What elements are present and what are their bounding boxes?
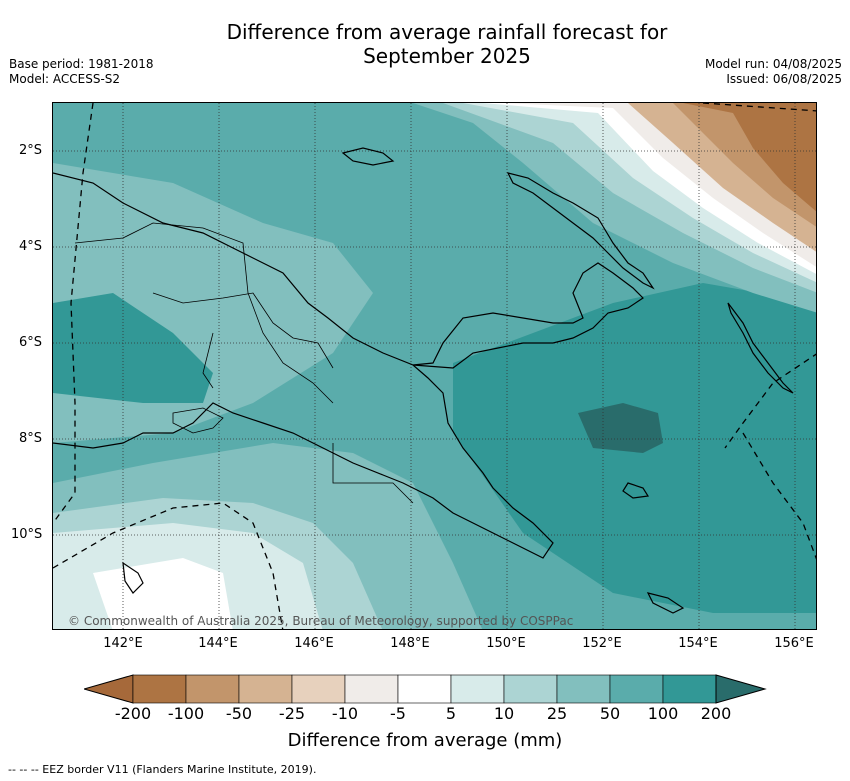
- eez-borders: [53, 103, 816, 629]
- colorbar-segment: [291, 674, 346, 704]
- colorbar-tick: -5: [390, 704, 406, 723]
- colorbar-tick: 10: [493, 704, 515, 723]
- contour-100-west: [53, 293, 213, 403]
- colorbar-tick: -25: [278, 704, 306, 723]
- meta-left: Base period: 1981-2018 Model: ACCESS-S2: [9, 57, 154, 87]
- title-line-2: September 2025: [363, 44, 531, 68]
- colorbar-tick: 5: [445, 704, 457, 723]
- colorbar-segment: [503, 674, 558, 704]
- map-title: Difference from average rainfall forecas…: [0, 20, 850, 68]
- lon-label-142e: 142°E: [103, 636, 143, 651]
- colorbar-segment: [450, 674, 505, 704]
- colorbar-title: Difference from average (mm): [287, 730, 563, 751]
- colorbar-tick: -200: [114, 704, 152, 723]
- graticule: [53, 103, 816, 629]
- contour-200-east: [578, 403, 663, 453]
- lon-label-148e: 148°E: [390, 636, 430, 651]
- lon-label-152e: 152°E: [582, 636, 622, 651]
- colorbar-tick: 200: [700, 704, 732, 723]
- model-name: Model: ACCESS-S2: [9, 72, 121, 86]
- lon-label-146e: 146°E: [294, 636, 334, 651]
- colorbar-tick: -100: [167, 704, 205, 723]
- colorbar-segment: [344, 674, 399, 704]
- colorbar-arrow-high: [715, 674, 767, 704]
- colorbar-segment: [238, 674, 293, 704]
- colorbar-segment: [397, 674, 452, 704]
- map-canvas: [53, 103, 816, 629]
- lat-label-4s: 4°S: [19, 239, 43, 254]
- issued-date: Issued: 06/08/2025: [726, 72, 842, 86]
- meta-right: Model run: 04/08/2025 Issued: 06/08/2025: [705, 57, 842, 87]
- colorbar-tick: 100: [647, 704, 679, 723]
- colorbar-tick: 25: [546, 704, 568, 723]
- colorbar-segment: [662, 674, 717, 704]
- colorbar-arrow-low: [84, 674, 134, 704]
- lat-label-2s: 2°S: [19, 143, 43, 158]
- colorbar: [84, 674, 767, 704]
- lon-label-150e: 150°E: [486, 636, 526, 651]
- base-period: Base period: 1981-2018: [9, 57, 154, 71]
- lat-label-6s: 6°S: [19, 335, 43, 350]
- colorbar-segment: [609, 674, 664, 704]
- contour-white-south: [93, 558, 233, 629]
- lon-label-156e: 156°E: [774, 636, 814, 651]
- colorbar-tick: -50: [225, 704, 253, 723]
- lat-label-8s: 8°S: [19, 431, 43, 446]
- contour-neg100-ne: [683, 103, 816, 212]
- rainfall-map: [52, 102, 817, 630]
- model-run: Model run: 04/08/2025: [704, 57, 842, 71]
- lat-label-10s: 10°S: [11, 527, 43, 542]
- lon-label-144e: 144°E: [198, 636, 238, 651]
- colorbar-segment: [556, 674, 611, 704]
- eez-footnote: -- -- -- EEZ border V11 (Flanders Marine…: [8, 763, 317, 776]
- title-line-1: Difference from average rainfall forecas…: [226, 20, 668, 44]
- province-borders: [74, 222, 414, 504]
- colorbar-segment: [132, 674, 187, 704]
- colorbar-segment: [185, 674, 240, 704]
- colorbar-tick: 50: [599, 704, 621, 723]
- lon-label-154e: 154°E: [678, 636, 718, 651]
- coastlines: [53, 147, 794, 614]
- colorbar-tick: -10: [331, 704, 359, 723]
- copyright-notice: © Commonwealth of Australia 2025, Bureau…: [68, 614, 574, 628]
